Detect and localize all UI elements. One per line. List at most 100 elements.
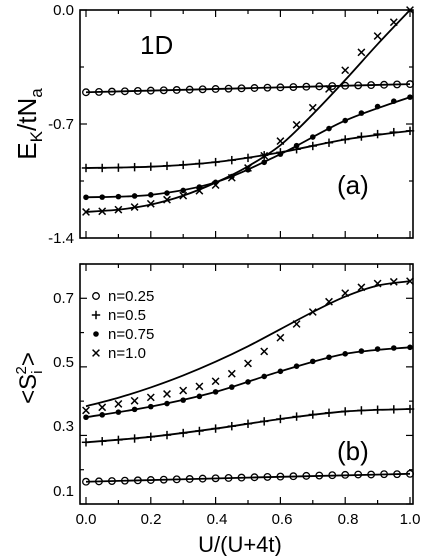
panel-b-point-n10-3 [130,396,139,405]
panel-a-point-n10-6 [179,191,188,200]
panel-a-point-n075-5 [164,190,170,196]
panel-a: 0.0 -0.7 -1.4 1D (a) EK/tNa [12,2,415,247]
panel-b-point-n025-11 [224,473,233,482]
panel-b-point-n025-20 [341,470,350,479]
panel-a-point-n025-23 [380,80,389,89]
panel-a-point-n05-5 [162,161,172,171]
panel-a-point-n10-13 [292,120,301,129]
panel-a-point-n025-19 [328,82,337,91]
panel-a-point-n075-16 [342,117,349,124]
panel-b-point-n10-19 [389,277,398,286]
panel-a-point-n05-18 [373,129,382,139]
panel-a-point-n075-15 [326,125,332,132]
legend-marker-n10 [92,349,100,357]
legend-marker-glyph-0 [92,292,100,300]
panel-a-ylabel: EK/tNa [12,88,46,160]
panel-a-point-n10-9 [227,173,236,182]
panel-b-point-n10-1 [98,403,107,412]
panel-a-point-n10-12 [276,137,285,146]
panel-b-point-n10-10 [244,359,252,368]
panel-b-point-n025-25 [406,469,414,478]
panel-a-point-n025-17 [302,82,311,91]
legend: n=0.25 n=0.5 n=0.75 n=1.0 [91,288,154,362]
panel-a-point-n10-19 [389,18,398,27]
panel-b-point-n075-6 [180,397,186,403]
panel-b-point-n10-7 [195,382,204,391]
panel-b-point-n025-14 [263,472,272,481]
panel-b-point-n025-10 [211,474,220,483]
panel-a-point-n10-8 [211,181,220,190]
panel-a-point-n075-6 [180,187,186,194]
panel-b-point-n075-20 [407,344,413,351]
legend-label-n10: n=1.0 [108,345,146,362]
panel-a-point-n05-4 [146,162,155,171]
panel-b-point-n10-5 [163,390,171,398]
panel-b-point-n075-16 [342,351,349,357]
panel-b-point-n05-6 [179,428,188,438]
panel-b-point-n05-20 [405,404,415,414]
panel-a-point-n025-24 [393,80,401,89]
panel-a-point-n05-16 [341,135,350,144]
panel-a-annotation: 1D [140,30,173,60]
panel-a-point-n10-1 [98,207,107,216]
panel-b-point-n025-9 [198,474,207,483]
panel-b-point-n025-2 [107,477,116,485]
legend-marker-glyph-1 [91,310,101,320]
panel-a-point-n025-13 [250,84,259,92]
panel-b-point-n025-18 [315,471,324,480]
panel-a-point-n10-2 [114,205,123,214]
panel-a-curve-n025 [85,83,411,94]
legend-marker-glyph-2 [93,331,99,337]
panel-a-point-n10-7 [195,186,204,195]
panel-b-point-n05-2 [114,435,123,445]
panel-b-point-n075-5 [164,400,170,407]
panel-b-point-n10-17 [357,283,366,292]
panel-b-ytick-3: 0.1 [53,483,74,500]
panel-a-point-n075-12 [277,151,284,157]
panel-b-point-n10-12 [276,333,285,342]
panel-b-point-n075-1 [99,412,105,418]
panel-a-point-n075-2 [115,193,122,200]
panel-a-point-n10-0 [82,208,90,216]
legend-marker-glyph-3 [92,349,100,357]
panel-b-point-n05-3 [130,434,139,443]
panel-b-point-n075-4 [148,403,154,410]
panel-b-point-n05-12 [276,414,285,424]
panel-b-point-n05-14 [308,410,317,419]
panel-b-point-n10-14 [308,308,317,316]
panel-a-point-n025-12 [237,84,246,93]
panel-b-point-n075-13 [293,363,300,369]
panel-a-point-n05-19 [389,127,398,137]
panel-a-point-n075-3 [131,193,138,199]
panel-b-marks [81,277,415,486]
panel-b-point-n075-11 [261,373,268,380]
panel-a-point-n05-10 [243,153,253,163]
panel-a-point-n10-16 [341,66,350,75]
panel-a-point-n025-8 [185,85,194,94]
panel-b-point-n10-0 [82,406,90,415]
panel-b-point-n10-4 [146,393,155,402]
legend-label-n075: n=0.75 [108,326,154,343]
panel-b-point-n05-8 [211,424,220,433]
panel-a-point-n025-4 [133,86,142,95]
panel-a-point-n10-17 [357,48,366,57]
panel-b-point-n025-15 [276,472,285,481]
panel-b-curve-n025 [85,472,411,483]
panel-b-point-n075-14 [310,358,316,365]
panel-a-frame [79,9,414,239]
panel-b-xtick-3: 0.6 [272,511,293,528]
legend-marker-n05 [91,310,101,320]
panel-b-xtick-1: 0.2 [141,511,162,528]
panel-b-point-n10-6 [179,386,188,395]
panel-a-point-n05-0 [81,163,91,173]
panel-b-point-n05-1 [98,437,107,446]
panel-a-point-n075-0 [83,194,89,201]
panel-b-point-n05-18 [373,405,382,414]
panel-a-point-n075-1 [99,194,105,200]
panel-a-point-n10-18 [373,32,382,40]
panel-a-point-n05-1 [98,163,107,173]
panel-b-ytick-0: 0.7 [53,290,74,307]
panel-b-curve-n10 [85,280,411,408]
panel-b-point-n075-3 [131,406,138,413]
